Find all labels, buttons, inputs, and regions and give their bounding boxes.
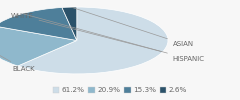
Wedge shape (0, 8, 77, 40)
Text: BLACK: BLACK (0, 49, 35, 72)
Text: ASIAN: ASIAN (72, 7, 194, 47)
Wedge shape (18, 7, 168, 74)
Text: WHITE: WHITE (11, 13, 162, 52)
Wedge shape (62, 7, 77, 40)
Text: HISPANIC: HISPANIC (24, 14, 205, 62)
Wedge shape (0, 26, 77, 66)
Legend: 61.2%, 20.9%, 15.3%, 2.6%: 61.2%, 20.9%, 15.3%, 2.6% (50, 84, 190, 96)
